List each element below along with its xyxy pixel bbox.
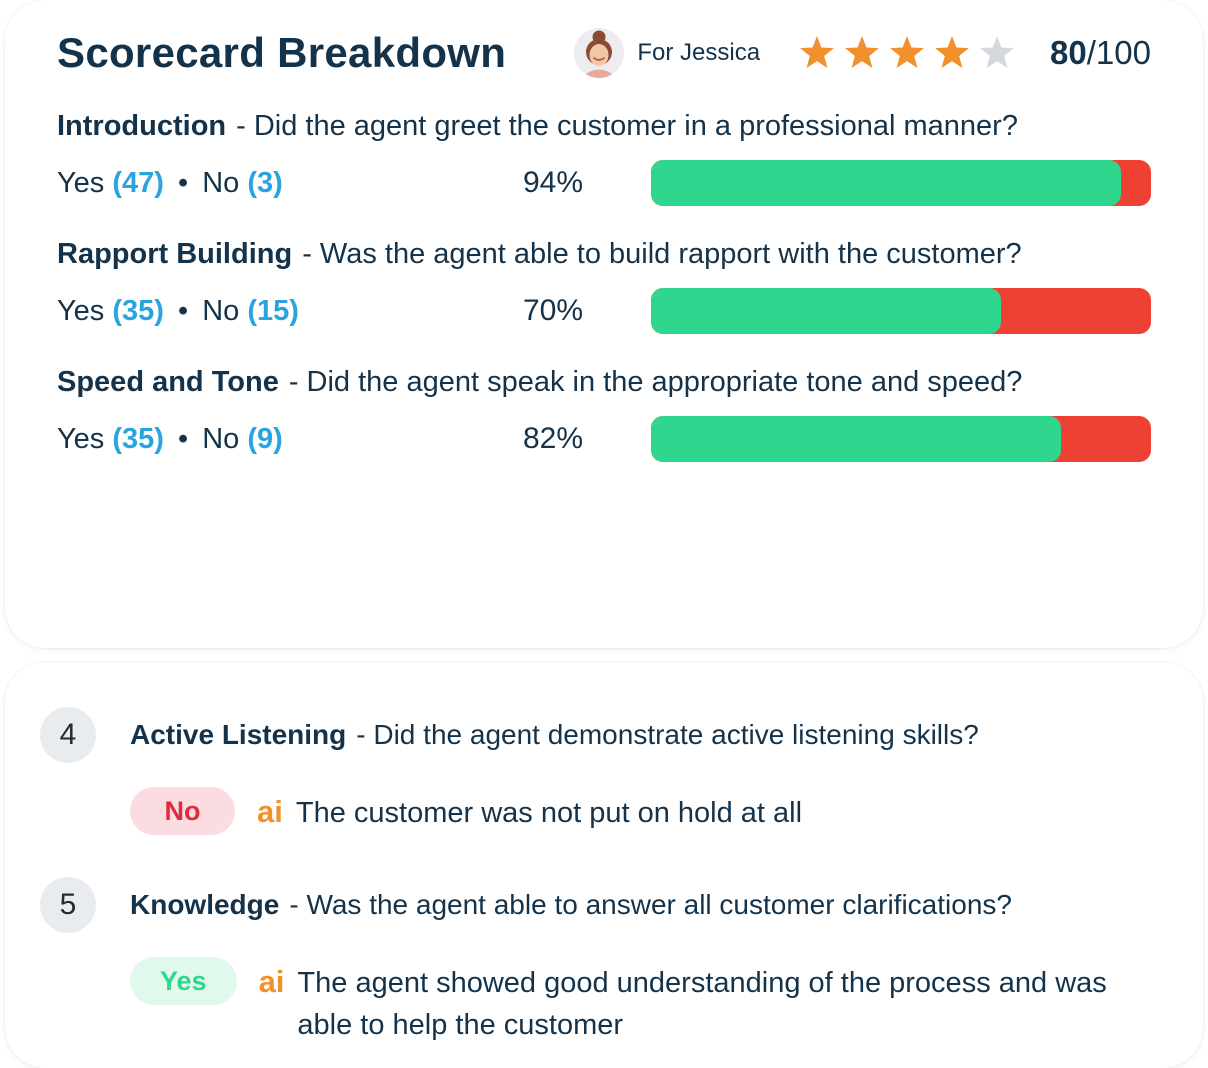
question-block: Introduction - Did the agent greet the cu… xyxy=(57,102,1151,206)
review-items-card: 4 Active Listening - Did the agent demons… xyxy=(5,662,1203,1068)
item-question: - Did the agent demonstrate active liste… xyxy=(356,719,979,750)
item-title: Active Listening - Did the agent demonstr… xyxy=(130,707,1168,763)
question-title: Introduction - Did the agent greet the cu… xyxy=(57,102,1067,151)
yes-no-bar xyxy=(651,160,1151,206)
star-icon-filled xyxy=(800,35,834,68)
percent-label: 70% xyxy=(523,294,584,327)
star-icon-filled xyxy=(845,35,879,68)
yes-label: Yes xyxy=(57,422,105,455)
question-text: - Was the agent able to build rapport wi… xyxy=(302,238,1022,270)
yes-label: Yes xyxy=(57,166,105,199)
yes-no-bar xyxy=(651,416,1151,462)
metric-row: Yes (35) • No (15) 70% xyxy=(57,288,1151,334)
score-max: /100 xyxy=(1086,34,1151,71)
ai-explanation: The customer was not put on hold at all xyxy=(295,797,803,829)
no-count: (15) xyxy=(247,294,299,327)
no-count: (3) xyxy=(247,166,283,199)
item-number-badge: 4 xyxy=(40,707,96,763)
yes-label: Yes xyxy=(57,294,105,327)
answer-badge-yes: Yes xyxy=(130,957,237,1005)
page-title: Scorecard Breakdown xyxy=(57,29,507,76)
ai-icon: ai xyxy=(257,794,283,829)
question-title: Rapport Building - Was the agent able to … xyxy=(57,230,1067,279)
review-item: 5 Knowledge - Was the agent able to answe… xyxy=(40,877,1168,1046)
question-title: Speed and Tone - Did the agent speak in t… xyxy=(57,358,1067,407)
star-icon-filled xyxy=(935,35,969,68)
dot-separator: • xyxy=(178,294,189,327)
avatar xyxy=(574,28,625,78)
dot-separator: • xyxy=(178,166,189,199)
answer-row: No ai The customer was not put on hold a… xyxy=(130,787,1168,835)
header-right-group: For Jessica 80/100 xyxy=(574,28,1151,78)
overall-score: 80/100 xyxy=(1050,34,1151,72)
no-label: No xyxy=(202,294,240,327)
metric-row: Yes (47) • No (3) 94% xyxy=(57,160,1151,206)
yes-no-bar xyxy=(651,288,1151,334)
no-label: No xyxy=(202,422,240,455)
yes-no-counts: Yes (47) • No (3) xyxy=(57,167,523,200)
star-icon-empty xyxy=(980,35,1014,68)
question-name: Introduction xyxy=(57,110,227,142)
question-block: Speed and Tone - Did the agent speak in t… xyxy=(57,358,1151,462)
item-body: Knowledge - Was the agent able to answer … xyxy=(130,877,1168,1046)
answer-row: Yes ai The agent showed good understandi… xyxy=(130,957,1168,1046)
question-text: - Did the agent greet the customer in a … xyxy=(236,110,1018,142)
metric-row: Yes (35) • No (9) 82% xyxy=(57,416,1151,462)
star-icon-filled xyxy=(890,35,924,68)
star-rating xyxy=(798,35,1016,71)
scorecard-header: Scorecard Breakdown For Jessica xyxy=(57,28,1151,78)
item-number-badge: 5 xyxy=(40,877,96,933)
review-item: 4 Active Listening - Did the agent demons… xyxy=(40,707,1168,835)
item-body: Active Listening - Did the agent demonstr… xyxy=(130,707,1168,835)
yes-count: (35) xyxy=(112,422,164,455)
answer-badge-no: No xyxy=(130,787,235,835)
yes-bar-fill xyxy=(651,416,1061,462)
question-name: Rapport Building xyxy=(57,238,293,270)
item-name: Knowledge xyxy=(130,889,280,920)
question-block: Rapport Building - Was the agent able to … xyxy=(57,230,1151,334)
percent-label: 94% xyxy=(523,166,584,199)
question-name: Speed and Tone xyxy=(57,366,279,398)
question-text: - Did the agent speak in the appropriate… xyxy=(288,366,1023,398)
yes-no-counts: Yes (35) • No (9) xyxy=(57,423,523,456)
scorecard-card: Scorecard Breakdown For Jessica xyxy=(5,0,1203,648)
yes-count: (47) xyxy=(112,166,164,199)
yes-bar-fill xyxy=(651,288,1001,334)
ai-explanation: The agent showed good understanding of t… xyxy=(297,967,1107,1041)
no-count: (9) xyxy=(247,422,283,455)
dot-separator: • xyxy=(178,422,189,455)
item-title: Knowledge - Was the agent able to answer … xyxy=(130,877,1168,933)
reviewee-label: For Jessica xyxy=(637,39,761,66)
yes-count: (35) xyxy=(112,294,164,327)
item-name: Active Listening xyxy=(130,719,347,750)
no-label: No xyxy=(202,166,240,199)
item-question: - Was the agent able to answer all custo… xyxy=(289,889,1012,920)
yes-no-counts: Yes (35) • No (15) xyxy=(57,295,523,328)
yes-bar-fill xyxy=(651,160,1121,206)
ai-icon: ai xyxy=(258,964,285,999)
score-value: 80 xyxy=(1050,34,1087,71)
percent-label: 82% xyxy=(523,422,584,455)
